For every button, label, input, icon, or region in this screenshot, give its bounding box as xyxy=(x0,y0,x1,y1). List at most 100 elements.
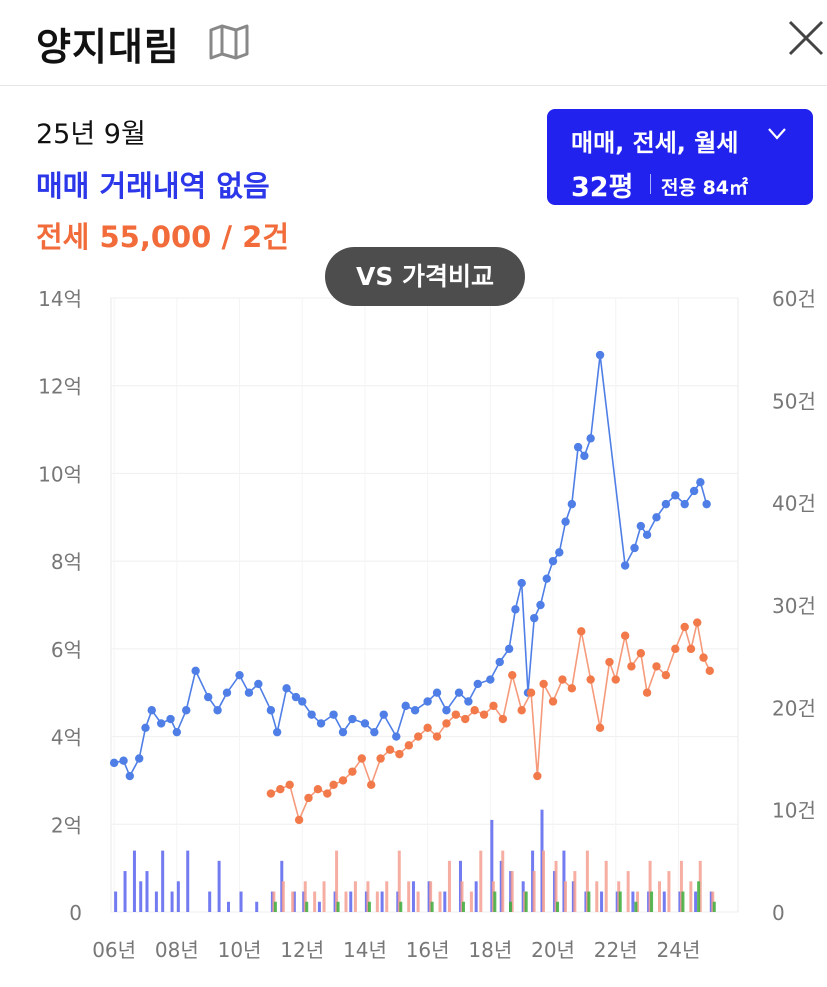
data-point xyxy=(385,745,395,754)
volume-bar xyxy=(447,860,451,912)
data-point xyxy=(464,697,473,706)
volume-bar xyxy=(509,901,513,912)
volume-bar xyxy=(353,881,357,912)
data-point xyxy=(235,670,244,680)
data-point xyxy=(119,756,128,765)
volume-bar xyxy=(662,891,666,912)
volume-bar xyxy=(556,901,560,912)
data-point xyxy=(254,679,263,689)
data-point xyxy=(517,578,526,588)
map-icon[interactable] xyxy=(208,24,250,60)
volume-bar xyxy=(255,901,259,912)
data-point xyxy=(595,723,605,732)
y-left-tick-label: 14억 xyxy=(38,287,82,311)
data-point xyxy=(671,491,680,500)
data-point xyxy=(542,574,551,583)
x-tick-label: 08년 xyxy=(155,938,199,962)
x-tick-label: 20년 xyxy=(531,938,575,962)
data-point xyxy=(266,789,276,798)
volume-bar xyxy=(697,881,701,912)
volume-bar xyxy=(469,891,473,912)
data-point xyxy=(348,714,357,724)
volume-bar xyxy=(217,860,221,912)
data-point xyxy=(661,670,671,680)
volume-bar xyxy=(161,850,165,912)
data-point xyxy=(567,499,577,509)
vs-compare-button[interactable]: VS 가격비교 xyxy=(325,247,525,306)
data-point xyxy=(304,793,313,803)
data-point xyxy=(689,486,699,496)
data-point xyxy=(586,675,595,684)
volume-bar xyxy=(273,901,277,912)
sale-summary: 매매 거래내역 없음 xyxy=(36,169,270,203)
volume-bar xyxy=(176,881,180,912)
volume-bar xyxy=(501,850,505,912)
y-left-tick-label: 4억 xyxy=(51,726,82,750)
volume-bar xyxy=(573,871,577,912)
data-point xyxy=(451,710,461,719)
data-point xyxy=(504,644,514,654)
data-point xyxy=(276,785,285,794)
volume-bar xyxy=(123,871,127,912)
volume-bar xyxy=(631,891,635,912)
data-point xyxy=(498,714,508,724)
data-point xyxy=(156,719,166,728)
data-point xyxy=(470,706,479,715)
volume-bar xyxy=(460,881,464,912)
data-point xyxy=(442,719,451,728)
volume-bar xyxy=(648,860,652,912)
jeonse-summary: 전세 55,000 / 2건 xyxy=(36,220,290,254)
volume-bar xyxy=(132,850,136,912)
volume-bar xyxy=(510,871,514,912)
y-left-tick-label: 10억 xyxy=(38,462,82,486)
data-point xyxy=(329,780,338,790)
data-point xyxy=(244,688,254,697)
data-point xyxy=(630,543,639,553)
data-point xyxy=(313,785,323,794)
data-point xyxy=(620,561,630,570)
data-point xyxy=(548,697,558,706)
x-tick-label: 16년 xyxy=(406,938,450,962)
x-tick-label: 12년 xyxy=(280,938,324,962)
volume-bar xyxy=(604,860,608,912)
x-tick-label: 24년 xyxy=(657,938,701,962)
volume-bar xyxy=(694,891,698,912)
data-point xyxy=(285,780,294,790)
y-right-tick-label: 30건 xyxy=(772,594,816,618)
volume-bar xyxy=(366,881,370,912)
selected-date: 25년 9월 xyxy=(36,119,146,150)
data-point xyxy=(530,613,539,623)
data-point xyxy=(307,710,316,719)
data-point xyxy=(423,723,432,732)
data-point xyxy=(191,666,200,675)
volume-bar xyxy=(399,901,403,912)
data-point xyxy=(432,732,442,741)
volume-bar xyxy=(712,901,716,912)
deal-type-filter-button[interactable]: 매매, 전세, 월세 32평 전용 84㎡ xyxy=(547,109,813,205)
volume-bar xyxy=(429,881,433,912)
volume-bar xyxy=(145,871,149,912)
x-tick-label: 06년 xyxy=(92,938,136,962)
volume-bar xyxy=(139,881,143,912)
y-right-tick-label: 60건 xyxy=(772,287,816,311)
close-icon[interactable] xyxy=(786,18,826,58)
data-point xyxy=(329,710,338,719)
data-point xyxy=(141,723,150,732)
data-point xyxy=(548,556,558,566)
volume-bar xyxy=(524,891,528,912)
data-point xyxy=(586,434,595,443)
data-point xyxy=(401,701,410,711)
data-point xyxy=(680,622,689,632)
x-tick-label: 10년 xyxy=(218,938,262,962)
y-right-tick-label: 0 xyxy=(772,901,785,925)
data-point xyxy=(558,675,567,684)
data-point xyxy=(410,706,420,715)
data-point xyxy=(442,706,451,715)
data-point xyxy=(573,442,583,452)
data-point xyxy=(671,644,680,654)
volume-bar xyxy=(407,881,411,912)
data-point xyxy=(291,692,301,702)
volume-bar xyxy=(349,891,353,912)
volume-bar xyxy=(679,860,683,912)
